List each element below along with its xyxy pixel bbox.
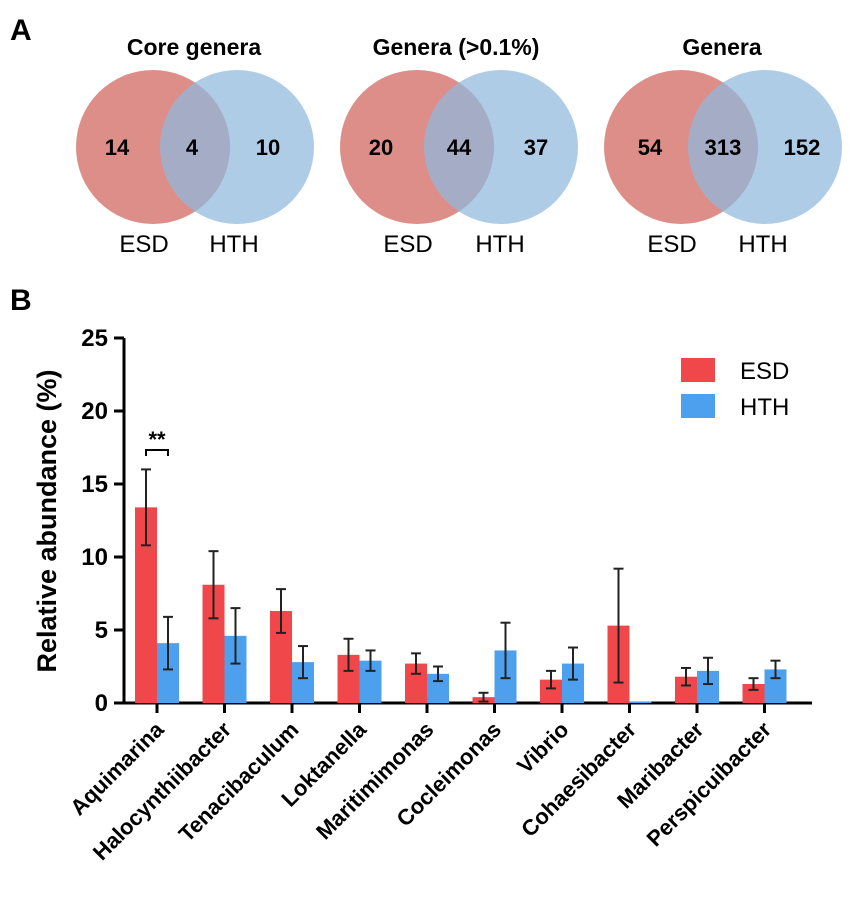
venn-overlap-count: 4 [186, 135, 199, 160]
venn-hth-circle [160, 70, 314, 224]
bar-hth-maribacter [697, 670, 719, 703]
y-axis-label: Relative abundance (%) [32, 369, 62, 672]
x-tick-label: Perspicuibacter [642, 717, 777, 852]
panel-a-label: A [10, 14, 32, 47]
venn-left-count: 54 [638, 135, 663, 160]
y-tick-label: 25 [81, 325, 108, 352]
significance-label: ** [148, 427, 166, 452]
y-tick-label: 5 [95, 617, 108, 644]
bar-esd-tenacibaculum [270, 611, 292, 703]
venn-hth-circle [688, 70, 842, 224]
venn-core-genera: Core genera 14 4 10 ESD HTH [76, 34, 314, 258]
y-tick-label: 20 [81, 398, 108, 425]
bar-hth-tenacibaculum [292, 662, 314, 703]
venn-overlap-count: 313 [705, 135, 742, 160]
y-tick-label: 0 [95, 690, 108, 717]
x-tick-label: Tenacibaculum [174, 717, 304, 847]
panel-b-label: B [10, 284, 32, 317]
bar-esd-vibrio [540, 679, 562, 703]
venn-right-set-label: HTH [738, 231, 787, 258]
x-tick-label: Maritimimonas [311, 717, 438, 844]
y-tick-label: 10 [81, 544, 108, 571]
legend-hth-label: HTH [740, 394, 789, 421]
bar-hth-loktanella [359, 660, 382, 703]
venn-left-count: 20 [369, 135, 393, 160]
x-tick-label: Cohaesibacter [516, 717, 641, 842]
bar-esd-aquimarina [135, 507, 157, 703]
significance-bracket: ** [145, 427, 169, 456]
venn-left-set-label: ESD [119, 231, 168, 258]
venn-right-set-label: HTH [475, 231, 524, 258]
venn-title: Core genera [127, 34, 261, 60]
venn-title: Genera (>0.1%) [373, 34, 540, 60]
venn-genera: Genera 54 313 152 ESD HTH [604, 34, 842, 258]
bar-esd-perspicuibacter [742, 684, 765, 703]
venn-left-set-label: ESD [383, 231, 432, 258]
legend-esd-label: ESD [740, 358, 789, 385]
bar-hth-aquimarina [157, 643, 179, 703]
legend: ESD HTH [681, 358, 789, 421]
bar-hth-vibrio [562, 663, 584, 703]
bars [135, 468, 787, 703]
venn-right-count: 37 [524, 135, 548, 160]
bar-hth-cohaesibacter [629, 701, 652, 703]
bar-esd-maritimimonas [405, 663, 427, 703]
venn-overlap-count: 44 [447, 135, 472, 160]
bar-chart: Relative abundance (%) 0 5 10 15 20 25 Aquima… [32, 325, 812, 865]
legend-esd-swatch [681, 358, 715, 382]
y-axis: 0 5 10 15 20 25 [81, 325, 126, 717]
venn-left-count: 14 [105, 135, 130, 160]
significance-bracket-line [145, 449, 169, 456]
x-axis: AquimarinaHalocynthiibacterTenacibaculum… [65, 701, 812, 865]
venn-right-set-label: HTH [209, 231, 258, 258]
bar-hth-perspicuibacter [764, 669, 787, 703]
bar-esd-maribacter [675, 676, 697, 703]
bar-esd-halocynthiibacter [202, 584, 225, 703]
venn-right-count: 10 [256, 135, 280, 160]
y-tick-label: 15 [81, 471, 108, 498]
bar-hth-maritimimonas [427, 673, 449, 703]
venn-hth-circle [424, 70, 578, 224]
venn-title: Genera [682, 34, 761, 60]
bar-hth-halocynthiibacter [224, 635, 247, 703]
legend-hth-swatch [681, 394, 715, 418]
venn-genera-0-1pct: Genera (>0.1%) 20 44 37 ESD HTH [340, 34, 578, 258]
bar-esd-loktanella [337, 654, 360, 703]
x-tick-label: Vibrio [512, 717, 573, 778]
venn-right-count: 152 [784, 135, 821, 160]
venn-left-set-label: ESD [647, 231, 696, 258]
